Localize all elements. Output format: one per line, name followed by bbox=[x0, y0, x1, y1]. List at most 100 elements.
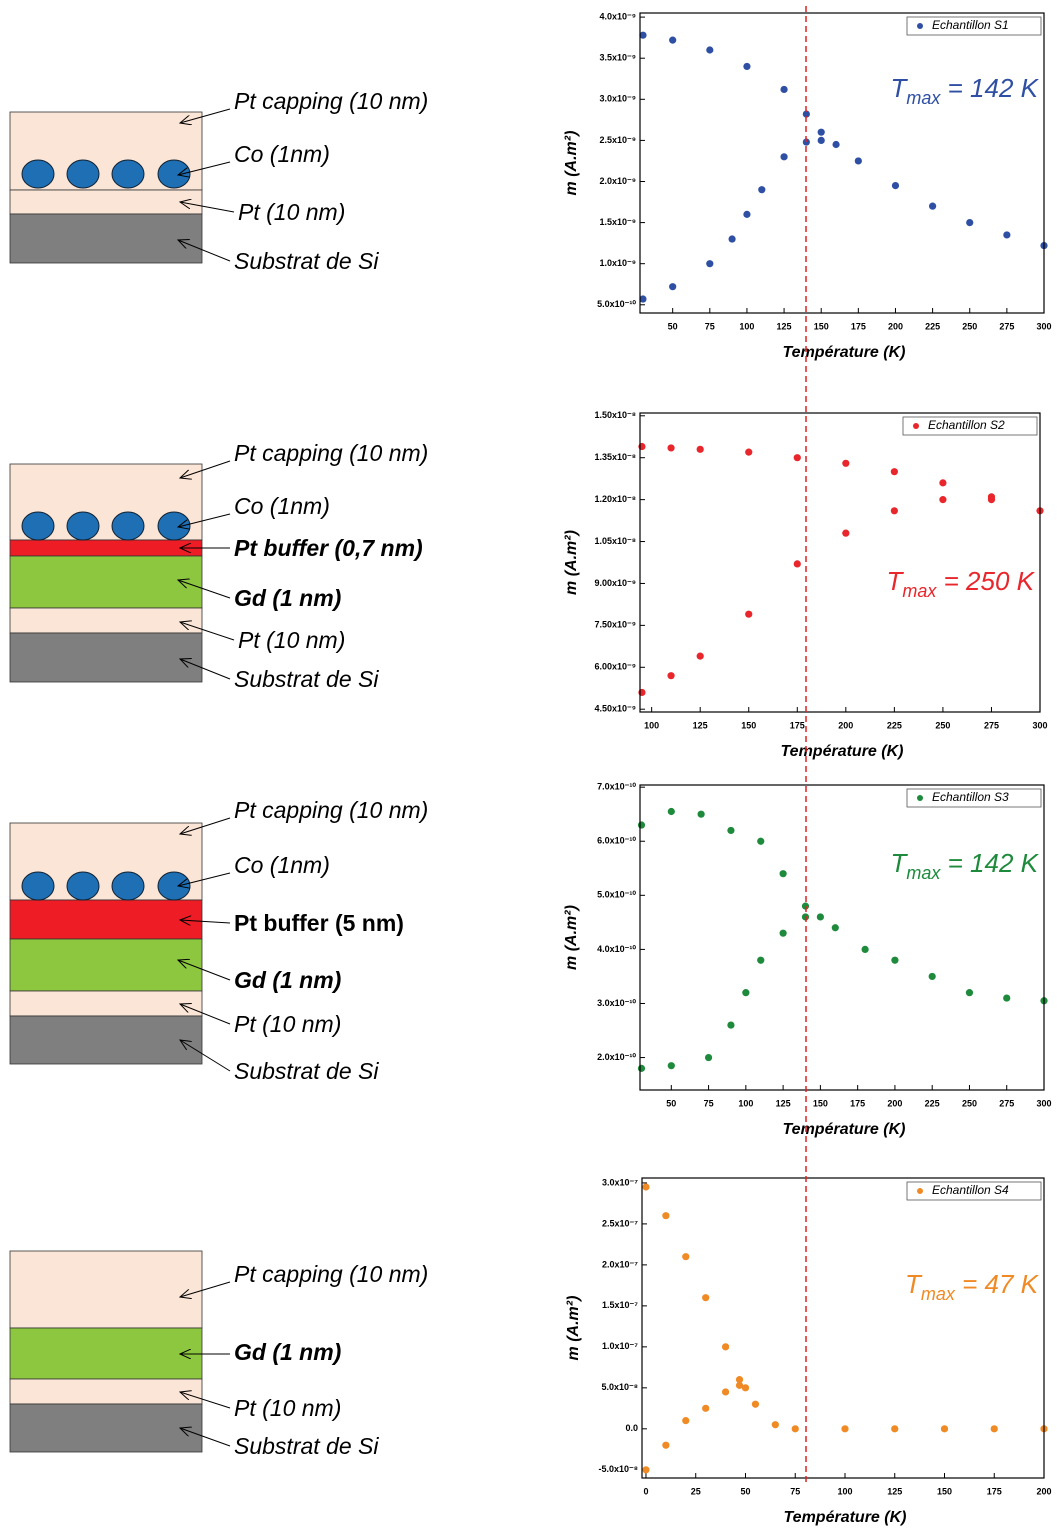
legend-label: Echantillon S3 bbox=[932, 790, 1009, 804]
point bbox=[939, 496, 947, 504]
y-tick-label: 3.0x10⁻¹⁰ bbox=[597, 998, 636, 1008]
annotation-part: T bbox=[891, 848, 909, 878]
layer-label: Co (1nm) bbox=[234, 493, 330, 519]
layer bbox=[9, 213, 203, 264]
y-tick-label: 6.00x10⁻⁹ bbox=[594, 662, 636, 672]
point bbox=[841, 1425, 849, 1433]
x-tick-label: 125 bbox=[693, 720, 708, 730]
layer-label: Pt (10 nm) bbox=[234, 1011, 341, 1037]
plot-frame bbox=[641, 1177, 1045, 1479]
layer bbox=[9, 990, 203, 1017]
point bbox=[696, 652, 704, 660]
point bbox=[745, 448, 753, 456]
point bbox=[721, 1388, 730, 1396]
point bbox=[662, 1441, 670, 1449]
legend-label: Echantillon S4 bbox=[932, 1183, 1009, 1197]
point bbox=[990, 1425, 998, 1433]
co-particle bbox=[66, 159, 100, 189]
arrow bbox=[178, 580, 231, 599]
point bbox=[735, 1381, 744, 1389]
x-tick-label: 250 bbox=[962, 321, 977, 331]
point bbox=[1003, 994, 1011, 1002]
point bbox=[891, 182, 900, 190]
layer bbox=[9, 539, 203, 557]
x-tick-label: 300 bbox=[1032, 720, 1047, 730]
y-tick-label: 2.5x10⁻⁹ bbox=[599, 135, 636, 145]
x-tick-label: 225 bbox=[925, 321, 940, 331]
co-particle bbox=[21, 511, 55, 541]
point bbox=[987, 496, 996, 504]
point bbox=[697, 810, 705, 818]
y-tick-label: 1.35x10⁻⁸ bbox=[594, 452, 636, 462]
y-tick-label: 5.0x10⁻⁸ bbox=[601, 1382, 638, 1392]
annotation-part: T bbox=[887, 566, 905, 596]
point bbox=[637, 1064, 646, 1072]
y-tick-label: 2.0x10⁻⁹ bbox=[599, 176, 636, 186]
chart: 0 25 50 75 100 125 150 175 200 -5.0x10⁻⁸ 0.0 5.0x10… bbox=[565, 1177, 1051, 1526]
annotation-part: T bbox=[905, 1269, 923, 1299]
point bbox=[802, 110, 810, 118]
point bbox=[662, 1212, 670, 1220]
point bbox=[929, 202, 937, 210]
point bbox=[854, 157, 862, 165]
point bbox=[758, 186, 766, 194]
annotation: Tmax = 142 K bbox=[891, 73, 1040, 108]
annotation-part: = 142 K bbox=[940, 848, 1039, 878]
point bbox=[728, 235, 736, 243]
y-tick-label: 0.0 bbox=[625, 1423, 638, 1433]
x-tick-label: 200 bbox=[838, 720, 853, 730]
point bbox=[939, 479, 947, 487]
chart: 50 75 100 125 150 175 200 225 250 275 300 2.0x10⁻¹⁰… bbox=[563, 782, 1051, 1139]
arrow bbox=[180, 817, 231, 834]
layer bbox=[9, 632, 203, 683]
point bbox=[667, 807, 675, 816]
legend-marker bbox=[917, 23, 923, 29]
point bbox=[966, 218, 974, 227]
layer bbox=[9, 1403, 203, 1453]
x-tick-label: 175 bbox=[850, 1098, 865, 1108]
point bbox=[779, 929, 787, 937]
legend-label: Echantillon S1 bbox=[932, 18, 1009, 32]
layer-label: Co (1nm) bbox=[234, 852, 330, 878]
point bbox=[639, 295, 647, 303]
point bbox=[727, 826, 735, 835]
point bbox=[637, 821, 646, 829]
point bbox=[940, 1425, 949, 1433]
point bbox=[706, 46, 714, 54]
layer-label: Gd (1 nm) bbox=[234, 1339, 341, 1365]
legend-marker bbox=[917, 795, 923, 801]
arrow bbox=[178, 872, 231, 886]
co-particle bbox=[157, 871, 191, 901]
layer-label: Pt (10 nm) bbox=[238, 199, 345, 225]
annotation-part: = 250 K bbox=[936, 566, 1035, 596]
point bbox=[745, 610, 753, 618]
annotation-subscript: max bbox=[906, 863, 941, 883]
y-tick-label: 6.0x10⁻¹⁰ bbox=[597, 836, 636, 846]
point bbox=[831, 924, 839, 932]
point bbox=[842, 529, 850, 537]
arrow bbox=[180, 108, 231, 123]
point bbox=[890, 507, 898, 515]
co-particle bbox=[66, 871, 100, 901]
point bbox=[667, 672, 675, 680]
x-tick-label: 175 bbox=[790, 720, 805, 730]
arrow bbox=[178, 960, 231, 981]
x-tick-label: 225 bbox=[887, 720, 902, 730]
y-tick-label: -5.0x10⁻⁸ bbox=[598, 1464, 638, 1474]
y-tick-label: 3.5x10⁻⁹ bbox=[599, 53, 636, 63]
x-tick-label: 150 bbox=[813, 1098, 828, 1108]
x-tick-label: 100 bbox=[739, 321, 754, 331]
point bbox=[743, 210, 751, 218]
point bbox=[780, 153, 788, 161]
x-tick-label: 175 bbox=[987, 1486, 1002, 1496]
y-axis-label: m (A.m²) bbox=[563, 131, 580, 196]
layer-label: Pt capping (10 nm) bbox=[234, 797, 428, 823]
co-particle bbox=[21, 159, 55, 189]
layer-label: Pt (10 nm) bbox=[238, 627, 345, 653]
x-tick-label: 0 bbox=[643, 1486, 648, 1496]
x-tick-label: 125 bbox=[777, 321, 792, 331]
y-tick-label: 1.5x10⁻⁷ bbox=[602, 1300, 638, 1310]
x-tick-label: 75 bbox=[790, 1486, 800, 1496]
arrow bbox=[180, 202, 235, 213]
legend-label: Echantillon S2 bbox=[928, 418, 1005, 432]
